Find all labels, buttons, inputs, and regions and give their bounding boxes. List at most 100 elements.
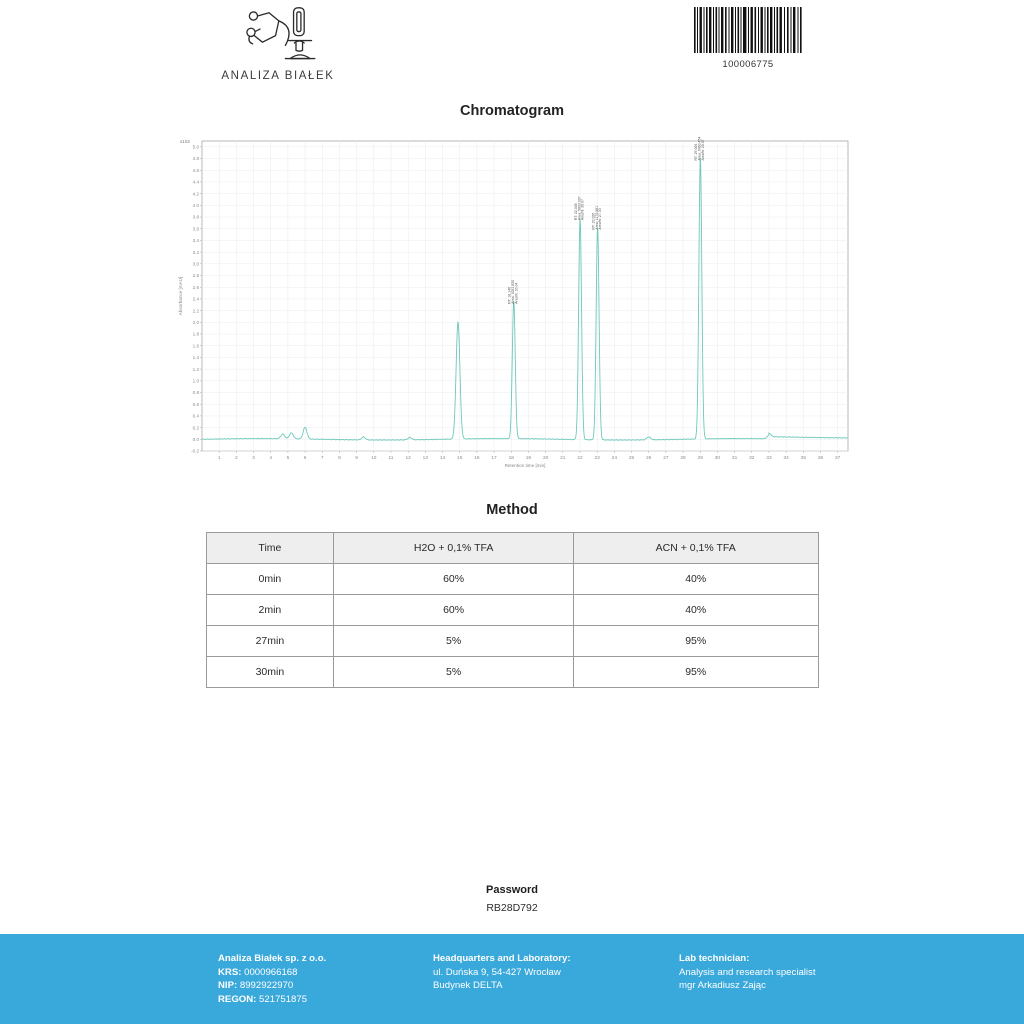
peak-annotation-line: Area%: 28.07 — [701, 139, 705, 160]
chart-x-tick-label: 26 — [646, 455, 652, 461]
peak-annotation-line: Area: 1081.820 — [511, 280, 515, 304]
chart-x-tick-label: 32 — [749, 455, 755, 461]
method-col-h2o: H2O + 0,1% TFA — [333, 532, 574, 564]
peak-annotation: RT: 18.146 Area: 1081.820 Area%: 16.04 — [508, 280, 519, 304]
chart-x-tick-label: 14 — [440, 455, 446, 461]
chart-x-tick-label: 29 — [698, 455, 704, 461]
footer-regon: REGON: 521751875 — [218, 993, 433, 1007]
footer-technician-block: Lab technician: Analysis and research sp… — [679, 952, 909, 993]
report-header: ANALIZA BIAŁEK — [0, 0, 1024, 95]
footer-company-block: Analiza Białek sp. z o.o. KRS: 000096616… — [218, 952, 433, 1006]
chromatogram-svg: -0.2 0.0 0.2 0.4 0.6 0.8 1.0 1.2 1.4 1.6 1.8 2.0 2.2… — [178, 137, 849, 468]
method-table-head: Time H2O + 0,1% TFA ACN + 0,1% TFA — [205, 532, 819, 564]
peak-annotation-line: Area: 9460.454 — [698, 137, 702, 161]
method-cell-time: 27min — [205, 625, 335, 657]
chart-x-tick-label: 12 — [405, 455, 411, 461]
chart-y-tick-label: 2.6 — [193, 285, 200, 290]
peak-annotation-line: Area%: 16.04 — [514, 283, 518, 304]
peak-annotation: RT: 22.006 Area: 5603.997 Area%: 26.07 — [574, 196, 585, 220]
footer-company-name: Analiza Białek sp. z o.o. — [218, 953, 327, 964]
chart-x-tick-label: 27 — [663, 455, 669, 461]
chart-y-tick-label: 3.6 — [193, 226, 200, 231]
footer-krs-key: KRS: — [218, 966, 242, 978]
footer-headquarters-block: Headquarters and Laboratory: ul. Duńska … — [433, 952, 671, 993]
chart-x-tick-label: 4 — [269, 455, 272, 461]
chart-y-tick-label: 2.0 — [193, 320, 200, 325]
chart-x-tick-label: 19 — [526, 455, 532, 461]
chromatogram-chart: -0.2 0.0 0.2 0.4 0.6 0.8 1.0 1.2 1.4 1.6 1.8 2.0 2.2… — [172, 133, 852, 488]
method-cell-h2o: 5% — [333, 656, 574, 688]
chart-y-tick-label: 4.6 — [193, 168, 200, 173]
chart-x-tick-label: 22 — [577, 455, 583, 461]
footer-hq-title: Headquarters and Laboratory: — [433, 953, 571, 964]
chart-x-tick-label: 10 — [371, 455, 377, 461]
chart-x-tick-label: 18 — [509, 455, 515, 461]
chart-x-tick-label: 3 — [252, 455, 255, 461]
chart-y-tick-label: 3.4 — [193, 238, 200, 243]
chart-x-tick-label: 13 — [423, 455, 429, 461]
chart-y-tick-label: 2.8 — [193, 273, 200, 278]
peak-annotation-line: Area: 1179.881 — [595, 206, 599, 230]
peak-annotation-line: RT: 18.146 — [508, 287, 512, 304]
barcode-number: 100006775 — [722, 59, 774, 70]
chart-y-tick-label: 5.0 — [193, 145, 200, 150]
password-block: Password RB28D792 — [0, 884, 1024, 914]
footer-krs-value: 0000966168 — [241, 966, 298, 978]
footer-krs: KRS: 0000966168 — [218, 966, 433, 980]
chart-x-tick-label: 16 — [474, 455, 480, 461]
method-col-time: Time — [205, 532, 335, 564]
chart-y-axis-label: Absorbance [mAU] — [178, 277, 183, 316]
chart-y-tick-label: 1.6 — [193, 343, 200, 348]
method-cell-time: 0min — [205, 563, 335, 595]
chart-y-tick-label: 0.4 — [193, 414, 200, 419]
chart-y-tick-label: 1.4 — [193, 355, 200, 360]
peak-annotation-line: RT: 29.006 — [694, 144, 698, 161]
peak-annotation: RT: 29.006 Area: 9460.454 Area%: 28.07 — [694, 137, 705, 161]
method-cell-acn: 95% — [572, 656, 819, 688]
footer-tech-title: Lab technician: — [679, 953, 750, 964]
chart-x-tick-label: 33 — [766, 455, 772, 461]
chart-y-tick-label: 4.0 — [193, 203, 200, 208]
chart-x-tick-label: 34 — [783, 455, 789, 461]
password-value: RB28D792 — [486, 902, 538, 914]
method-cell-h2o: 60% — [333, 594, 574, 626]
chart-x-tick-label: 23 — [594, 455, 600, 461]
chart-x-tick-label: 11 — [388, 455, 393, 461]
chart-y-tick-label: 4.4 — [193, 180, 200, 185]
peak-annotation-line: RT: 23.026 — [591, 213, 595, 230]
chart-y-tick-label: 4.2 — [193, 191, 200, 196]
chart-y-tick-label: 4.8 — [193, 156, 200, 161]
chart-x-tick-label: 37 — [835, 455, 841, 461]
chromatogram-trace — [201, 158, 849, 441]
chart-x-tick-label: 21 — [560, 455, 566, 461]
chromatogram-title: Chromatogram — [460, 103, 564, 119]
chart-x-tick-label: 25 — [629, 455, 635, 461]
chart-y-tick-label: 2.2 — [193, 308, 200, 313]
chart-x-tick-label: 17 — [491, 455, 497, 461]
peak-annotation-line: Area%: 26.07 — [581, 199, 585, 220]
chart-x-tick-label: 20 — [543, 455, 549, 461]
chart-x-tick-label: 30 — [715, 455, 721, 461]
footer-tech-line2: mgr Arkadiusz Zając — [679, 980, 766, 991]
method-cell-acn: 40% — [572, 594, 819, 626]
chart-x-tick-label: 35 — [801, 455, 807, 461]
chart-y-tick-label: 3.0 — [193, 262, 200, 267]
footer-regon-key: REGON: — [218, 993, 257, 1005]
peak-annotation-line: RT: 22.006 — [574, 203, 578, 220]
method-table: Time H2O + 0,1% TFA ACN + 0,1% TFA 0min 6… — [205, 532, 819, 688]
chart-y-tick-label: 1.2 — [193, 367, 200, 372]
chart-y-tick-label: 3.8 — [193, 215, 200, 220]
footer-tech-line1: Analysis and research specialist — [679, 966, 816, 978]
footer-nip: NIP: 8992922970 — [218, 979, 433, 993]
method-cell-h2o: 60% — [333, 563, 574, 595]
chart-y-tick-label: 0.6 — [193, 402, 200, 407]
method-cell-time: 2min — [205, 594, 335, 626]
method-table-row: 0min 60% 40% — [205, 563, 819, 595]
method-title: Method — [486, 502, 538, 518]
method-table-row: 27min 5% 95% — [205, 625, 819, 657]
chart-y-tick-label: 0.8 — [193, 390, 200, 395]
chart-x-axis-ticks: 1 2 3 4 5 6 7 8 9 10 11 12 13 14 15 16 17 18 19 20 21 22 23 24 2… — [218, 451, 841, 461]
footer-nip-value: 8992922970 — [237, 980, 294, 991]
method-cell-time: 30min — [205, 656, 335, 688]
chart-peak-annotations: RT: 18.146 Area: 1081.820 Area%: 16.04RT: … — [508, 137, 705, 304]
